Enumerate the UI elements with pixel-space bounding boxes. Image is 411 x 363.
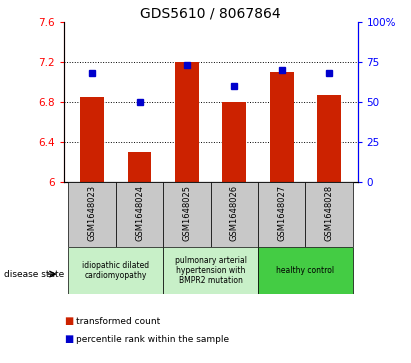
Bar: [128, 152, 151, 182]
Bar: [317, 95, 341, 182]
Bar: [69, 182, 116, 247]
Text: percentile rank within the sample: percentile rank within the sample: [76, 335, 229, 344]
Bar: [69, 247, 163, 294]
Bar: [175, 62, 199, 182]
Bar: [116, 182, 163, 247]
Text: GSM1648026: GSM1648026: [230, 185, 239, 241]
Bar: [305, 182, 353, 247]
Bar: [270, 72, 293, 182]
Bar: [163, 182, 211, 247]
Text: idiopathic dilated
cardiomyopathy: idiopathic dilated cardiomyopathy: [82, 261, 150, 280]
Text: disease state: disease state: [4, 270, 65, 278]
Text: pulmonary arterial
hypertension with
BMPR2 mutation: pulmonary arterial hypertension with BMP…: [175, 256, 247, 285]
Text: ■: ■: [64, 316, 73, 326]
Text: healthy control: healthy control: [276, 266, 335, 275]
Bar: [258, 247, 353, 294]
Bar: [80, 97, 104, 182]
Text: GSM1648027: GSM1648027: [277, 185, 286, 241]
Bar: [222, 102, 246, 182]
Text: GSM1648024: GSM1648024: [135, 185, 144, 241]
Text: GSM1648023: GSM1648023: [88, 185, 97, 241]
Text: transformed count: transformed count: [76, 317, 160, 326]
Text: ■: ■: [64, 334, 73, 344]
Text: GSM1648028: GSM1648028: [325, 185, 334, 241]
Title: GDS5610 / 8067864: GDS5610 / 8067864: [140, 7, 281, 21]
Bar: [211, 182, 258, 247]
Bar: [258, 182, 305, 247]
Text: GSM1648025: GSM1648025: [182, 185, 192, 241]
Bar: [163, 247, 258, 294]
